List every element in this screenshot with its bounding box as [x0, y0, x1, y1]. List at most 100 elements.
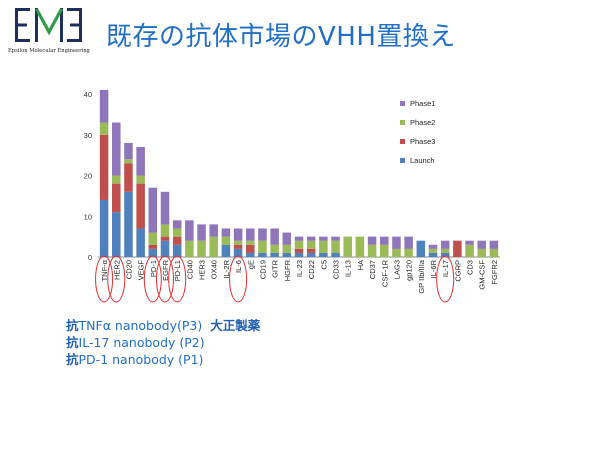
bar-segment-phase2: [392, 248, 401, 257]
bar-segment-phase2: [112, 175, 121, 184]
bar-segment-phase1: [112, 122, 121, 176]
highlight-circle: [155, 255, 175, 303]
bar-segment-phase2: [185, 240, 194, 257]
bar-segment-phase3: [124, 163, 133, 192]
x-tick-label: CSF-1R: [380, 259, 389, 287]
x-tick-label: gE: [246, 260, 255, 269]
bar-segment-launch: [416, 240, 426, 257]
x-tick-label: HGFR: [283, 259, 292, 281]
legend-label: Phase1: [410, 99, 435, 108]
x-tick-label: CD33: [332, 260, 341, 279]
legend-label: Launch: [410, 156, 435, 165]
bar-segment-launch: [319, 252, 328, 257]
company-logo: Epsilon Molecular Engineering: [8, 6, 94, 60]
bar-segment-launch: [172, 244, 182, 257]
bar-segment-phase2: [355, 236, 365, 257]
bar-segment-launch: [233, 248, 243, 257]
bar-segment-launch: [124, 191, 133, 257]
x-tick-labels: TNF-α HER2 CD20 VEGF PD-1 EGFR PD-L1 CD40 HER3 OX…: [100, 259, 499, 293]
bar-segment-phase1: [160, 191, 170, 225]
x-tick-label: CD20: [124, 260, 133, 279]
bar-segment-phase1: [136, 146, 145, 176]
legend-label: Phase3: [410, 137, 435, 146]
bar-segment-phase2: [404, 248, 413, 257]
x-tick-label: HER2: [112, 260, 121, 280]
x-tick-label: IL-17: [441, 260, 450, 277]
x-tick-label: HA: [356, 260, 365, 270]
x-tick-label: IL-23: [295, 260, 304, 277]
bar-segment-launch: [270, 252, 279, 257]
bar-segment-phase1: [489, 240, 499, 249]
x-tick-label: CD3: [466, 260, 475, 275]
x-tick-label: CD37: [368, 260, 377, 279]
x-tick-label: HER3: [198, 260, 207, 280]
bar-segment-phase1: [367, 236, 377, 245]
x-tick-label: TNF-α: [100, 259, 109, 281]
x-tick-label: CD40: [185, 260, 194, 279]
bar-segment-phase2: [380, 244, 389, 257]
bar-segment-phase1: [477, 240, 486, 249]
bar-segment-phase2: [428, 248, 438, 253]
bar-segment-phase2: [331, 240, 340, 253]
bar-segment-phase1: [270, 228, 279, 245]
x-tick-label: LAG3: [392, 260, 401, 279]
slide-title: 既存の抗体市場のVHH置換え: [106, 22, 456, 52]
bar-segment-phase1: [331, 236, 340, 241]
chart-axes: 0 10 20 30 40: [84, 90, 500, 262]
bar-segment-launch: [160, 240, 170, 257]
bar-segment-phase1: [197, 224, 206, 241]
bar-segment-phase2: [477, 248, 486, 257]
bar-segment-phase1: [465, 240, 474, 245]
legend-swatch: [400, 158, 405, 163]
x-tick-label: IL-13: [344, 260, 353, 277]
bar-segment-launch: [246, 252, 255, 257]
logo-text: Epsilon Molecular Engineering: [8, 48, 90, 54]
bar-segment-phase1: [233, 228, 243, 241]
x-tick-label: IL-2R: [222, 259, 231, 278]
note-text: IL-17 nanobody (P2): [78, 335, 205, 350]
bar-segment-launch: [294, 252, 304, 257]
bar-segment-phase2: [306, 240, 316, 249]
highlight-circles: [95, 255, 455, 303]
note-prefix: 抗: [66, 335, 79, 350]
bar-segment-phase1: [221, 228, 231, 237]
x-tick-label: PD-1: [149, 260, 158, 277]
bar-segment-phase2: [270, 244, 279, 253]
bar-segment-phase2: [440, 248, 450, 253]
x-tick-label: CD19: [258, 260, 267, 279]
note-company: 大正製薬: [210, 318, 261, 333]
bar-segment-phase2: [367, 244, 377, 257]
note-prefix: 抗: [66, 318, 79, 333]
bar-segment-phase1: [392, 236, 401, 249]
x-tick-label: CD22: [307, 260, 316, 279]
bar-segment-phase2: [197, 240, 206, 257]
bar-segment-phase3: [148, 244, 158, 249]
bar-segment-phase1: [294, 236, 304, 241]
bar-segment-phase2: [343, 236, 352, 257]
bar-segment-phase2: [99, 122, 109, 135]
bar-segment-phase1: [319, 236, 328, 241]
bar-segment-phase1: [404, 236, 413, 249]
y-tick-label: 20: [84, 172, 92, 181]
x-tick-label: GM-CSF: [478, 260, 487, 290]
x-tick-label: OX40: [210, 260, 219, 279]
bar-segment-phase3: [246, 244, 255, 253]
bar-segment-launch: [99, 199, 109, 257]
note-text: PD-1 nanobody (P1): [78, 352, 204, 367]
bar-segment-phase2: [148, 232, 158, 245]
bar-segment-phase3: [160, 236, 170, 241]
y-tick-label: 40: [84, 90, 92, 99]
bar-segment-phase1: [380, 236, 389, 245]
bar-segment-phase2: [209, 236, 218, 257]
bar-segment-launch: [440, 252, 450, 257]
legend-swatch: [400, 139, 405, 144]
bar-segment-phase1: [282, 232, 292, 245]
legend-label: Phase2: [410, 118, 435, 127]
bar-segment-phase2: [233, 240, 243, 245]
bar-segment-phase1: [428, 244, 438, 249]
bar-segment-launch: [136, 228, 145, 257]
highlight-circle: [95, 255, 114, 303]
bar-segment-phase2: [258, 240, 267, 253]
bar-segment-launch: [306, 252, 316, 257]
bar-segment-phase1: [258, 228, 267, 241]
